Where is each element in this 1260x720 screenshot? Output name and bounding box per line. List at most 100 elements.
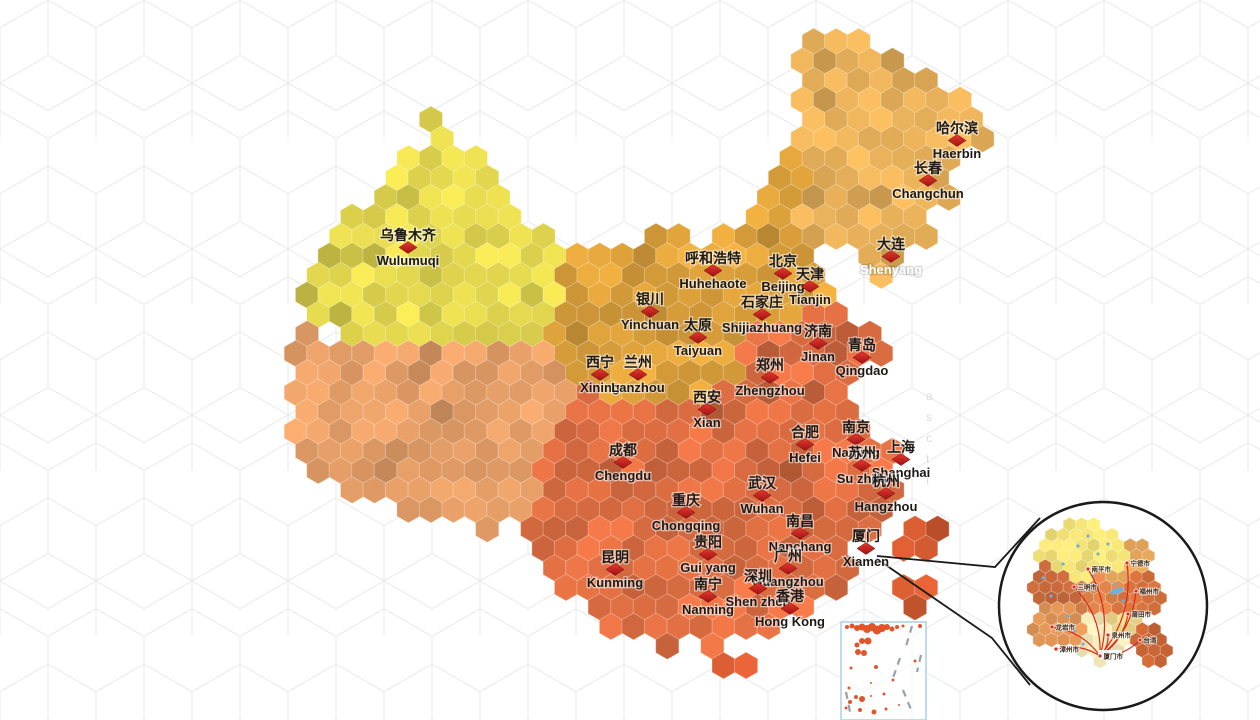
city-pin-icon[interactable] (852, 459, 872, 472)
city-label-zh: 南昌 (786, 513, 814, 529)
city-hangzhou[interactable]: 杭州 Hangzhou (853, 472, 918, 516)
city-label-zh: 济南 (804, 323, 832, 339)
city-pin-icon[interactable] (918, 174, 938, 187)
city-pin-icon[interactable] (676, 506, 696, 519)
inset-city-dot[interactable] (1124, 560, 1130, 566)
city-pin-icon[interactable] (856, 542, 876, 555)
inset-city-dot[interactable] (1049, 624, 1055, 630)
city-nanjing[interactable]: 南京 Nanjing (831, 418, 881, 462)
city-pin-icon[interactable] (748, 582, 768, 595)
city-qingdao[interactable]: 青岛 Qingdao (834, 336, 889, 380)
city-wulumuqi[interactable]: 乌鲁木齐 Wulumuqi (375, 226, 440, 270)
city-shijiazhuang[interactable]: 石家庄 Shijiazhuang (721, 293, 804, 337)
inset-city-node[interactable]: 宁德市 (1124, 558, 1151, 568)
city-chongqing[interactable]: 重庆 Chongqing (650, 491, 721, 535)
hex-cell-northeast (970, 125, 995, 153)
city-pin-icon[interactable] (752, 308, 772, 321)
city-tianjin[interactable]: 天津 Tianjin (788, 265, 832, 309)
city-pin-icon[interactable] (852, 351, 872, 364)
city-label-zh: 杭州 (872, 473, 900, 489)
city-huhehaote[interactable]: 呼和浩特 Huhehaote (678, 249, 748, 293)
city-label-zh: 兰州 (624, 354, 652, 370)
city-label-en: Lanzhou (611, 380, 664, 395)
city-pin-icon[interactable] (697, 403, 717, 416)
city-pin-icon[interactable] (640, 305, 660, 318)
city-pin-icon[interactable] (628, 368, 648, 381)
city-kunming[interactable]: 昆明 Kunming (586, 548, 645, 592)
inset-city-node[interactable]: 莆田市 (1125, 609, 1152, 619)
city-beijing[interactable]: 北京 Beijing (760, 252, 806, 296)
city-haerbin[interactable]: 哈尔滨 Haerbin (932, 119, 983, 163)
inset-city-dot[interactable] (1133, 588, 1139, 594)
sea-inset-frame (840, 621, 927, 720)
inset-city-node[interactable]: 漳州市 (1053, 644, 1080, 654)
city-label-zh: 厦门 (852, 528, 880, 544)
island-dot (858, 708, 862, 712)
city-nanning[interactable]: 南宁 Nanning (681, 575, 736, 619)
city-pin-icon[interactable] (778, 562, 798, 575)
city-pin-icon[interactable] (780, 602, 800, 615)
city-hong-kong[interactable]: 香港 Hong Kong (754, 587, 827, 631)
city-pin-icon[interactable] (947, 134, 967, 147)
city-pin-icon[interactable] (800, 280, 820, 293)
inset-city-node[interactable]: 泉州市 (1105, 630, 1132, 640)
inset-city-node[interactable]: 三明市 (1071, 582, 1098, 592)
city-yinchuan[interactable]: 银川 Yinchuan (620, 290, 681, 334)
city-pin-icon[interactable] (795, 438, 815, 451)
inset-city-node[interactable]: 龙岩市 (1049, 622, 1076, 632)
inset-city-dot[interactable] (1097, 653, 1103, 659)
inset-city-dot[interactable] (1071, 584, 1077, 590)
city-pin-icon[interactable] (808, 337, 828, 350)
city-pin-icon[interactable] (590, 368, 610, 381)
city-label-zh: 大连 (877, 236, 906, 252)
city-wuhan[interactable]: 武汉 Wuhan (739, 474, 785, 518)
city-pin-icon[interactable] (605, 563, 625, 576)
inset-city-dot[interactable] (1085, 566, 1091, 572)
city-shenyang[interactable]: 大连 Shenyang (859, 235, 924, 279)
city-shen-zhen[interactable]: 深圳 Shen zhen (724, 567, 792, 611)
city-nanchang[interactable]: 南昌 Nanchang (767, 512, 832, 556)
city-xining[interactable]: 西宁 Xining (579, 353, 621, 397)
city-pin-icon[interactable] (752, 489, 772, 502)
city-pin-icon[interactable] (876, 487, 896, 500)
city-pin-icon[interactable] (773, 267, 793, 280)
inset-city-node[interactable]: 台湾 (1137, 635, 1158, 645)
inset-city-label: 莆田市 (1132, 610, 1152, 619)
hex-cell-taiwan-north (914, 534, 939, 563)
city-pin-icon[interactable] (698, 548, 718, 561)
inset-city-dot[interactable] (1105, 632, 1111, 638)
inset-city-dot[interactable] (1125, 611, 1131, 617)
city-pin-icon[interactable] (760, 371, 780, 384)
city-zhengzhou[interactable]: 郑州 Zhengzhou (734, 356, 806, 400)
city-pin-icon[interactable] (881, 250, 901, 263)
city-pin-icon[interactable] (846, 433, 866, 446)
city-gui-yang[interactable]: 贵阳 Gui yang (679, 533, 737, 577)
city-pin-icon[interactable] (688, 331, 708, 344)
city-taiyuan[interactable]: 太原 Taiyuan (673, 316, 724, 360)
inset-hub-chip (1098, 650, 1122, 659)
inset-city-node[interactable]: 南平市 (1085, 564, 1112, 574)
city-chengdu[interactable]: 成都 Chengdu (594, 441, 653, 485)
city-pin-icon[interactable] (891, 453, 911, 466)
city-su-zhou[interactable]: 苏州 Su zhou (835, 444, 888, 488)
city-pin-icon[interactable] (613, 456, 633, 469)
city-label-en: Xining (580, 380, 620, 395)
city-pin-icon[interactable] (398, 241, 418, 254)
inset-city-node[interactable]: 福州市 (1133, 586, 1160, 596)
city-pin-icon[interactable] (698, 590, 718, 603)
city-jinan[interactable]: 济南 Jinan (800, 322, 837, 366)
city-xian[interactable]: 西安 Xian (692, 388, 723, 432)
city-changchun[interactable]: 长春 Changchun (891, 159, 965, 203)
city-lanzhou[interactable]: 兰州 Lanzhou (610, 353, 666, 397)
inset-city-hub[interactable]: 厦门市 (1097, 650, 1124, 661)
city-label-en: Shijiazhuang (722, 320, 802, 335)
inset-city-dot[interactable] (1053, 646, 1059, 652)
city-pin-icon[interactable] (790, 527, 810, 540)
city-xiamen[interactable]: 厦门 Xiamen (842, 527, 891, 571)
city-pin-icon[interactable] (703, 264, 723, 277)
city-shanghai[interactable]: 上海 Shanghai (870, 438, 931, 482)
city-hefei[interactable]: 合肥 Hefei (788, 423, 822, 467)
city-guangzhou[interactable]: 广州 Guangzhou (751, 547, 825, 591)
inset-city-dot[interactable] (1137, 637, 1143, 643)
